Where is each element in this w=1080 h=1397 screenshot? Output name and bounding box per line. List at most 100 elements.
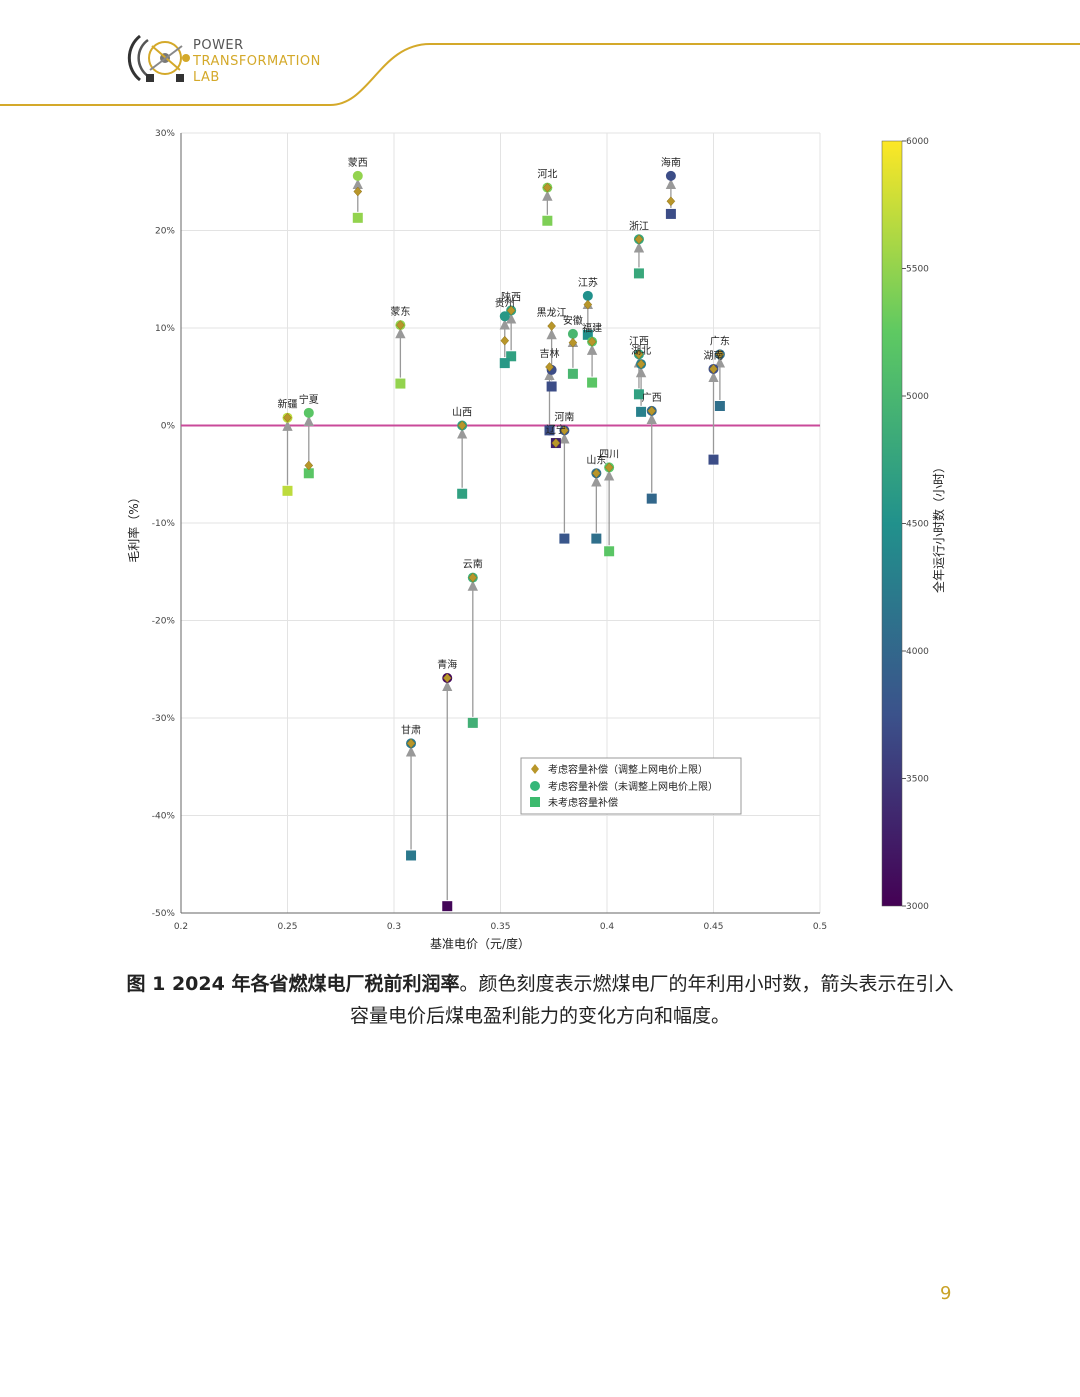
arrows [282, 178, 726, 901]
square-mark-江苏 [582, 329, 593, 340]
figure-caption: 图 1 2024 年各省燃煤电厂税前利润率。颜色刻度表示燃煤电厂的年利用小时数，… [120, 968, 960, 1032]
legend-entry-2: 考虑容量补偿（未调整上网电价上限） [548, 780, 718, 793]
square-mark-安徽 [567, 368, 578, 379]
caption-title: 图 1 2024 年各省燃煤电厂税前利润率 [126, 973, 460, 995]
square-mark-甘肃 [406, 850, 417, 861]
province-label: 河北 [537, 169, 557, 181]
y-tick-label: 0% [161, 422, 176, 432]
diamond-mark-辽宁 [551, 438, 561, 448]
circle-mark-安徽 [567, 328, 578, 339]
page-number: 9 [940, 1283, 952, 1304]
page-header: POWER TRANSFORMATION LAB [0, 0, 1080, 110]
diamond-mark-山东 [592, 468, 601, 479]
province-label: 蒙东 [390, 305, 410, 318]
square-mark-宁夏 [303, 468, 314, 479]
y-tick-label: -10% [152, 519, 176, 529]
circle-mark-贵州 [499, 311, 510, 322]
y-tick-label: 20% [155, 227, 175, 237]
square-mark-广西 [646, 493, 657, 504]
colorbar-gradient [881, 140, 903, 907]
logo-line-2: TRANSFORMATION [193, 54, 321, 69]
province-label: 海南 [661, 156, 681, 169]
y-tick-label: 30% [155, 129, 175, 139]
province-label: 江西 [629, 335, 649, 347]
diamond-mark-四川 [604, 462, 614, 473]
province-label: 山西 [452, 407, 472, 419]
logo-line-3: LAB [193, 70, 220, 85]
diamond-mark-蒙东 [396, 320, 405, 330]
circle-mark-蒙西 [352, 170, 363, 181]
logo-text: POWER TRANSFORMATION LAB [193, 38, 321, 86]
diamond-mark-陕西 [506, 305, 516, 316]
x-tick-label: 0.35 [490, 922, 510, 932]
square-mark-河北 [542, 215, 553, 226]
y-tick-label: -50% [152, 909, 176, 919]
square-mark-山东 [591, 533, 602, 544]
diamond-mark-宁夏 [304, 460, 314, 471]
legend-box [520, 757, 742, 815]
x-tick-label: 0.4 [600, 922, 615, 932]
diamond-mark-山西 [457, 420, 467, 431]
province-label: 江苏 [578, 276, 598, 289]
colorbar-tick-label: 5500 [906, 265, 929, 275]
legend-circle-marker [530, 781, 540, 791]
y-tick-label: -20% [152, 617, 176, 627]
province-label: 新疆 [278, 398, 298, 411]
province-label: 云南 [463, 558, 483, 571]
province-label: 蒙西 [348, 156, 368, 169]
diamond-mark-贵州 [500, 335, 510, 346]
diamond-mark-海南 [666, 196, 676, 207]
colorbar-tick-label: 5000 [906, 392, 929, 402]
header-decoration [0, 34, 1080, 106]
square-mark-黑龙江 [546, 381, 557, 392]
y-axis-label: 毛利率（%） [126, 491, 141, 562]
diamond-mark-湖北 [636, 359, 646, 369]
y-tick-label: -40% [152, 812, 176, 822]
data-marks [282, 170, 725, 912]
circle-mark-江苏 [582, 290, 593, 301]
colorbar-tick-label: 3500 [906, 775, 929, 785]
square-mark-浙江 [633, 268, 644, 279]
province-label: 广东 [710, 334, 730, 347]
legend-square-marker [530, 797, 540, 807]
province-label: 吉林 [539, 347, 559, 360]
legend-diamond-marker [531, 764, 539, 774]
province-label: 宁夏 [299, 393, 319, 406]
logo-line-1: POWER [193, 38, 244, 53]
colorbar-tick-label: 4000 [906, 647, 929, 657]
province-label: 四川 [599, 449, 619, 460]
circle-mark-海南 [665, 170, 676, 181]
logo-icon [127, 34, 190, 82]
diamond-mark-安徽 [568, 337, 578, 348]
province-label: 湖南 [704, 349, 724, 362]
province-label: 湖北 [631, 345, 651, 357]
diamond-mark-甘肃 [406, 738, 416, 749]
square-mark-青海 [442, 901, 453, 912]
diamond-mark-吉林 [545, 362, 554, 372]
diamond-mark-广东 [715, 349, 725, 360]
square-mark-山西 [457, 488, 468, 499]
colorbar-label: 全年运行小时数（小时） [931, 461, 946, 593]
circle-mark-宁夏 [303, 407, 314, 418]
diamond-mark-广西 [647, 405, 657, 416]
province-label: 广西 [642, 392, 662, 404]
square-mark-湖南 [708, 454, 719, 465]
square-mark-江西 [633, 389, 644, 400]
x-tick-label: 0.2 [174, 922, 188, 932]
x-tick-label: 0.5 [813, 922, 827, 932]
square-mark-湖北 [636, 406, 647, 417]
diamond-mark-江苏 [583, 299, 593, 310]
square-mark-蒙西 [352, 212, 363, 223]
profit-margin-chart: 0.2 0.25 0.3 0.35 0.4 0.45 0.5 30% 20% 10% 0% -10% -… [126, 129, 946, 951]
province-label: 甘肃 [401, 723, 421, 736]
square-mark-陕西 [506, 351, 517, 362]
y-tick-label: 10% [155, 324, 175, 334]
x-axis-label: 基准电价（元/度） [430, 936, 530, 951]
legend-entry-3: 未考虑容量补偿 [548, 796, 618, 809]
legend-entry-1: 考虑容量补偿（调整上网电价上限） [548, 763, 708, 776]
y-tick-label: -30% [152, 714, 176, 724]
square-mark-河南 [559, 533, 570, 544]
diamond-mark-河北 [543, 182, 552, 193]
province-label: 黑龙江 [537, 306, 567, 319]
